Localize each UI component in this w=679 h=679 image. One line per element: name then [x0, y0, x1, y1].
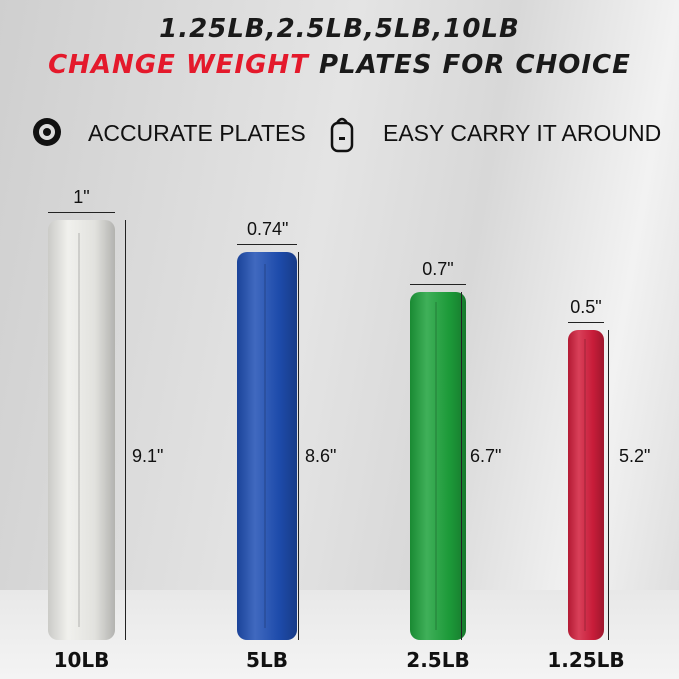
weight-label: 2.5LB	[406, 648, 470, 672]
feature-accurate-plates: ACCURATE PLATES	[88, 120, 306, 146]
title-line-1: 1.25LB,2.5LB,5LB,10LB	[159, 14, 520, 44]
plate-2	[410, 292, 466, 640]
diameter-label: 8.6"	[305, 446, 337, 466]
feature-easy-carry: EASY CARRY IT AROUND	[383, 120, 662, 146]
diameter-arrow	[461, 292, 462, 640]
thickness-label: 0.7"	[422, 259, 454, 279]
backpack-icon	[330, 117, 354, 153]
diameter-label: 6.7"	[470, 446, 502, 466]
thickness-label: 1"	[73, 187, 90, 207]
thickness-arrow	[48, 212, 115, 213]
diameter-label: 9.1"	[132, 446, 164, 466]
thickness-arrow	[237, 244, 297, 245]
plate-3	[568, 330, 604, 640]
weight-label: 5LB	[246, 648, 288, 672]
title-line-2: CHANGE WEIGHT PLATES FOR CHOICE	[0, 50, 679, 80]
thickness-arrow	[568, 322, 604, 323]
title-highlight: CHANGE WEIGHT	[48, 50, 309, 80]
weight-label: 1.25LB	[547, 648, 625, 672]
thickness-label: 0.74"	[247, 219, 289, 239]
weight-label: 10LB	[53, 648, 110, 672]
title-rest: PLATES FOR CHOICE	[308, 50, 631, 80]
diameter-label: 5.2"	[619, 446, 651, 466]
diameter-arrow	[298, 252, 299, 640]
thickness-arrow	[410, 284, 466, 285]
weight-plate-icon	[33, 118, 61, 146]
plate-1	[237, 252, 297, 640]
plate-0	[48, 220, 115, 640]
diameter-arrow	[125, 220, 126, 640]
thickness-label: 0.5"	[570, 297, 602, 317]
diameter-arrow	[608, 330, 609, 640]
